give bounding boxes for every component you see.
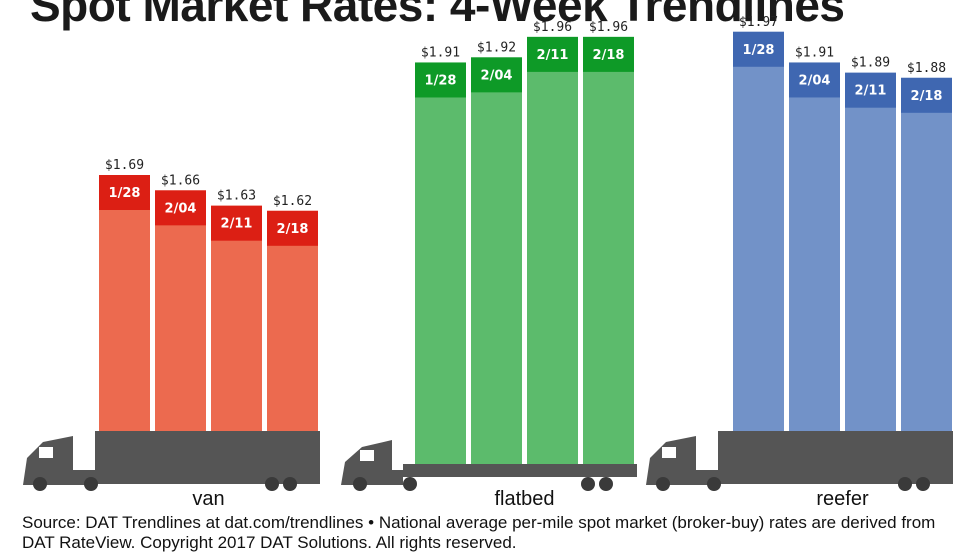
bar-date-band bbox=[583, 36, 634, 72]
wheel bbox=[599, 477, 613, 491]
bar-value-label: $1.97 bbox=[739, 15, 778, 30]
bar-date-label: 1/28 bbox=[425, 73, 457, 88]
bar-date-band bbox=[155, 190, 206, 226]
bar-date-band bbox=[415, 62, 466, 98]
trailer-box bbox=[95, 431, 320, 484]
bar bbox=[267, 210, 318, 431]
bar-date-label: 2/18 bbox=[277, 222, 309, 237]
cab-shape bbox=[646, 436, 718, 485]
bar-date-label: 2/04 bbox=[799, 73, 831, 88]
cab-shape bbox=[23, 436, 95, 485]
bar bbox=[99, 175, 150, 431]
bar-value-label: $1.69 bbox=[105, 158, 144, 173]
wheel bbox=[916, 477, 930, 491]
bar-value-label: $1.62 bbox=[273, 194, 312, 209]
bar-date-label: 2/18 bbox=[911, 89, 943, 104]
bar bbox=[155, 190, 206, 431]
bar-date-band bbox=[901, 77, 952, 113]
cab-window bbox=[662, 447, 676, 458]
group-label-van: van bbox=[192, 488, 224, 510]
wheel bbox=[656, 477, 670, 491]
bar bbox=[415, 62, 466, 465]
bar-value-label: $1.91 bbox=[795, 45, 834, 60]
bar bbox=[211, 205, 262, 431]
bar bbox=[471, 57, 522, 465]
group-label-reefer: reefer bbox=[816, 488, 869, 510]
source-note: Source: DAT Trendlines at dat.com/trendl… bbox=[22, 513, 936, 552]
wheel bbox=[265, 477, 279, 491]
bar bbox=[789, 62, 840, 431]
bar-value-label: $1.96 bbox=[589, 20, 628, 35]
trailer-box bbox=[718, 431, 953, 484]
bar-value-label: $1.66 bbox=[161, 173, 200, 188]
wheel bbox=[84, 477, 98, 491]
wheel bbox=[581, 477, 595, 491]
bar-date-label: 2/11 bbox=[537, 48, 569, 63]
bar-value-label: $1.88 bbox=[907, 61, 946, 76]
bar-date-label: 2/11 bbox=[855, 84, 887, 99]
bar-date-label: 2/04 bbox=[481, 68, 513, 83]
wheel bbox=[707, 477, 721, 491]
cab-window bbox=[360, 450, 374, 461]
cab-shape bbox=[341, 440, 403, 485]
bar-date-label: 1/28 bbox=[109, 186, 141, 201]
bar bbox=[583, 36, 634, 466]
cab-window bbox=[39, 447, 53, 458]
wheel bbox=[33, 477, 47, 491]
wheel bbox=[283, 477, 297, 491]
chart-title: Spot Market Rates: 4-Week Trendlines bbox=[30, 0, 845, 31]
bar bbox=[845, 72, 896, 431]
bar-value-label: $1.91 bbox=[421, 45, 460, 60]
bar bbox=[527, 36, 578, 466]
bar-value-label: $1.92 bbox=[477, 40, 516, 55]
bar-value-label: $1.89 bbox=[851, 56, 890, 71]
bar-date-band bbox=[845, 72, 896, 108]
bar-date-band bbox=[789, 62, 840, 98]
bar-date-band bbox=[267, 210, 318, 246]
bar-date-label: 2/04 bbox=[165, 201, 197, 216]
wheel bbox=[353, 477, 367, 491]
bar-value-label: $1.96 bbox=[533, 20, 572, 35]
trailer-deck bbox=[403, 464, 637, 477]
bar-date-label: 2/18 bbox=[593, 48, 625, 63]
bar-date-band bbox=[527, 36, 578, 72]
bar-date-label: 2/11 bbox=[221, 217, 253, 232]
group-label-flatbed: flatbed bbox=[494, 488, 554, 510]
wheel bbox=[898, 477, 912, 491]
wheel bbox=[403, 477, 417, 491]
bar-date-band bbox=[471, 57, 522, 93]
bar bbox=[733, 31, 784, 432]
bar bbox=[901, 77, 952, 431]
bar-date-band bbox=[733, 31, 784, 67]
bar-date-label: 1/28 bbox=[743, 43, 775, 58]
bar-date-band bbox=[211, 205, 262, 241]
bar-date-band bbox=[99, 175, 150, 210]
bar-value-label: $1.63 bbox=[217, 189, 256, 204]
